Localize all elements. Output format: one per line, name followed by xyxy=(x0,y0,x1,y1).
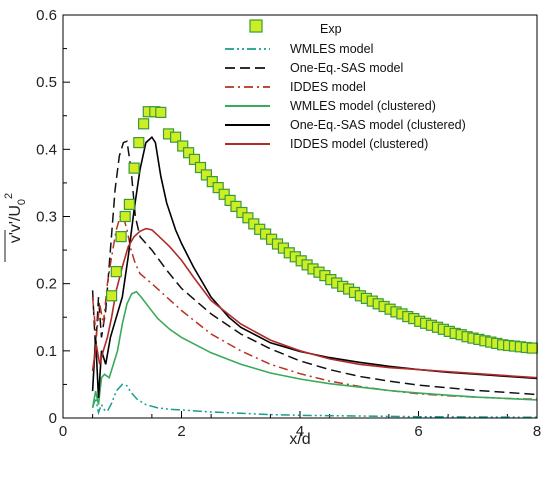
y-tick-label: 0.5 xyxy=(36,74,57,91)
legend-label: WMLES model xyxy=(290,42,373,56)
exp-point xyxy=(119,210,131,223)
exp-point xyxy=(218,188,230,200)
y-tick-label: 0.3 xyxy=(36,209,57,226)
y-tick-label: 0.2 xyxy=(36,276,57,293)
exp-point xyxy=(183,147,195,159)
x-tick-label: 6 xyxy=(414,423,422,440)
exp-point xyxy=(123,198,136,210)
legend-label: One-Eq.-SAS model (clustered) xyxy=(290,118,466,132)
legend-label: IDDES model xyxy=(290,80,366,94)
exp-point xyxy=(155,106,167,119)
exp-point xyxy=(128,162,140,174)
exp-point xyxy=(526,342,538,354)
exp-point xyxy=(242,212,254,224)
exp-point xyxy=(138,118,150,130)
y-tick-label: 0.1 xyxy=(36,343,57,360)
y-tick-label: 0.4 xyxy=(36,141,57,158)
x-tick-label: 4 xyxy=(296,423,304,440)
y-axis-label-main: v'v'/U xyxy=(7,205,24,243)
exp-point xyxy=(194,161,207,174)
exp-point xyxy=(110,266,122,278)
x-tick-label: 2 xyxy=(177,423,185,440)
exp-point xyxy=(188,153,201,165)
legend-label: Exp xyxy=(320,22,342,36)
legend-label: One-Eq.-SAS model xyxy=(290,61,403,75)
series-line xyxy=(91,227,538,379)
legend-label: WMLES model (clustered) xyxy=(290,99,436,113)
y-axis-label-group: v'v'/U02 xyxy=(3,193,28,262)
plot-frame xyxy=(62,14,538,419)
exp-point xyxy=(115,231,127,243)
series-line xyxy=(91,383,538,419)
exp-point xyxy=(177,140,189,152)
legend-label: IDDES model (clustered) xyxy=(290,137,428,151)
exp-point xyxy=(230,200,242,212)
y-axis-label: v'v'/U02 xyxy=(3,193,28,243)
series-line xyxy=(91,290,538,409)
exp-point xyxy=(170,131,182,143)
series-line xyxy=(91,135,538,398)
exp-point xyxy=(133,137,145,149)
y-axis-label-sup: 2 xyxy=(3,193,15,199)
legend-marker xyxy=(249,19,263,33)
x-axis-label: x/d xyxy=(289,431,310,448)
axes: 0 2 4 6 8 0 0.1 0.2 0.3 0.4 0.5 0.6 xyxy=(36,7,541,440)
x-tick-label: 8 xyxy=(533,423,541,440)
legend: Exp WMLES model One-Eq.-SAS model IDDES mod… xyxy=(225,19,466,151)
exp-point xyxy=(200,169,212,181)
x-tick-label: 0 xyxy=(59,423,67,440)
series-layer xyxy=(91,106,538,419)
exp-point xyxy=(224,194,236,206)
y-tick-label: 0 xyxy=(49,410,57,427)
y-axis-label-sub: 0 xyxy=(16,199,28,205)
y-tick-label: 0.6 xyxy=(36,7,57,24)
exp-point xyxy=(212,182,224,194)
exp-point xyxy=(105,290,118,302)
exp-point xyxy=(206,176,218,188)
